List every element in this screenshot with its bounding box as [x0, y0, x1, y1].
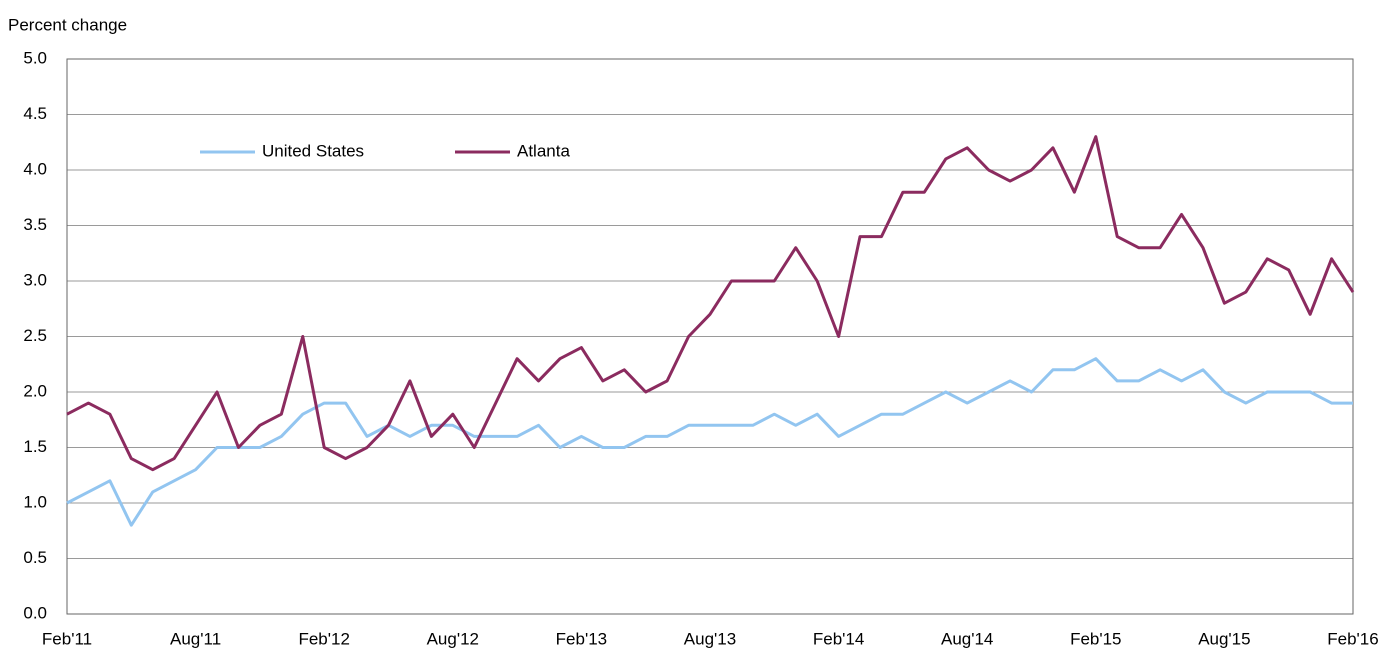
series-line — [66, 135, 1355, 472]
x-tick-label: Aug'13 — [684, 629, 736, 648]
x-tick-label: Feb'15 — [1070, 629, 1121, 648]
x-tick-label: Aug'15 — [1198, 629, 1250, 648]
y-tick-label: 1.5 — [23, 437, 47, 456]
plot-frame — [66, 58, 1354, 615]
y-tick-label: 0.0 — [23, 603, 47, 622]
x-tick-label: Aug'14 — [941, 629, 993, 648]
x-tick-label: Feb'11 — [42, 629, 92, 648]
y-tick-label: 5.0 — [23, 48, 47, 67]
x-tick-label: Feb'16 — [1327, 629, 1378, 648]
series-line — [66, 357, 1353, 527]
y-tick-label: 4.0 — [23, 159, 47, 178]
y-tick-label: 0.5 — [23, 548, 47, 567]
y-tick-label: 3.5 — [23, 215, 47, 234]
y-tick-label: 3.0 — [23, 270, 47, 289]
x-tick-label: Aug'11 — [170, 629, 221, 648]
x-tick-label: Feb'14 — [813, 629, 864, 648]
y-tick-label: 4.5 — [23, 104, 47, 123]
legend-label: Atlanta — [517, 141, 570, 160]
x-tick-label: Aug'12 — [427, 629, 479, 648]
y-tick-label: 2.0 — [23, 381, 47, 400]
y-axis-label: Percent change — [8, 15, 127, 34]
y-tick-label: 2.5 — [23, 326, 47, 345]
y-tick-label: 1.0 — [23, 492, 47, 511]
x-tick-label: Feb'13 — [556, 629, 607, 648]
x-tick-label: Feb'12 — [298, 629, 349, 648]
legend-label: United States — [262, 141, 364, 160]
